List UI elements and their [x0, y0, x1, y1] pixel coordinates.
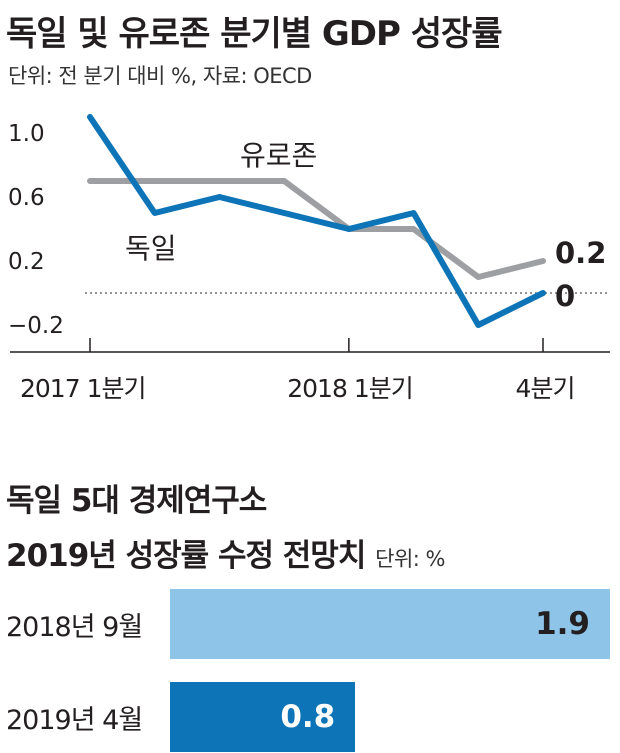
series-line-germany [87, 114, 546, 328]
chart2-unit: 단위: % [375, 547, 445, 571]
series-name-germany: 독일 [125, 232, 177, 265]
series-name-eurozone: 유로존 [240, 139, 317, 172]
chart1-title: 독일 및 유로존 분기별 GDP 성장률 [6, 14, 503, 54]
chart2-title-line2: 2019년 성장률 수정 전망치 단위: % [6, 530, 445, 575]
bar-category-label: 2018년 9월 [6, 612, 143, 643]
x-tick-label: 2018 1분기 [287, 374, 412, 403]
series-line-eurozone [87, 178, 546, 280]
end-label-eurozone: 0.2 [555, 236, 606, 270]
bar-value-label: 0.8 [280, 699, 336, 735]
bar: 1.9 [170, 589, 610, 659]
x-tick-label: 2017 1분기 [20, 374, 145, 403]
y-tick-label: 1.0 [8, 121, 45, 147]
bar: 0.8 [170, 682, 356, 752]
chart1-subtitle: 단위: 전 분기 대비 %, 자료: OECD [8, 64, 312, 88]
end-label-germany: 0 [555, 279, 575, 313]
y-tick-label: 0.6 [8, 185, 45, 211]
chart2-title-text: 2019년 성장률 수정 전망치 [6, 538, 366, 574]
y-tick-label: −0.2 [8, 313, 64, 339]
bar-category-label: 2019년 4월 [6, 705, 143, 736]
y-tick-label: 0.2 [8, 249, 45, 275]
chart2-title-line1: 독일 5대 경제연구소 [6, 483, 267, 519]
bar-value-label: 1.9 [535, 606, 590, 642]
x-tick-label: 4분기 [516, 374, 575, 403]
